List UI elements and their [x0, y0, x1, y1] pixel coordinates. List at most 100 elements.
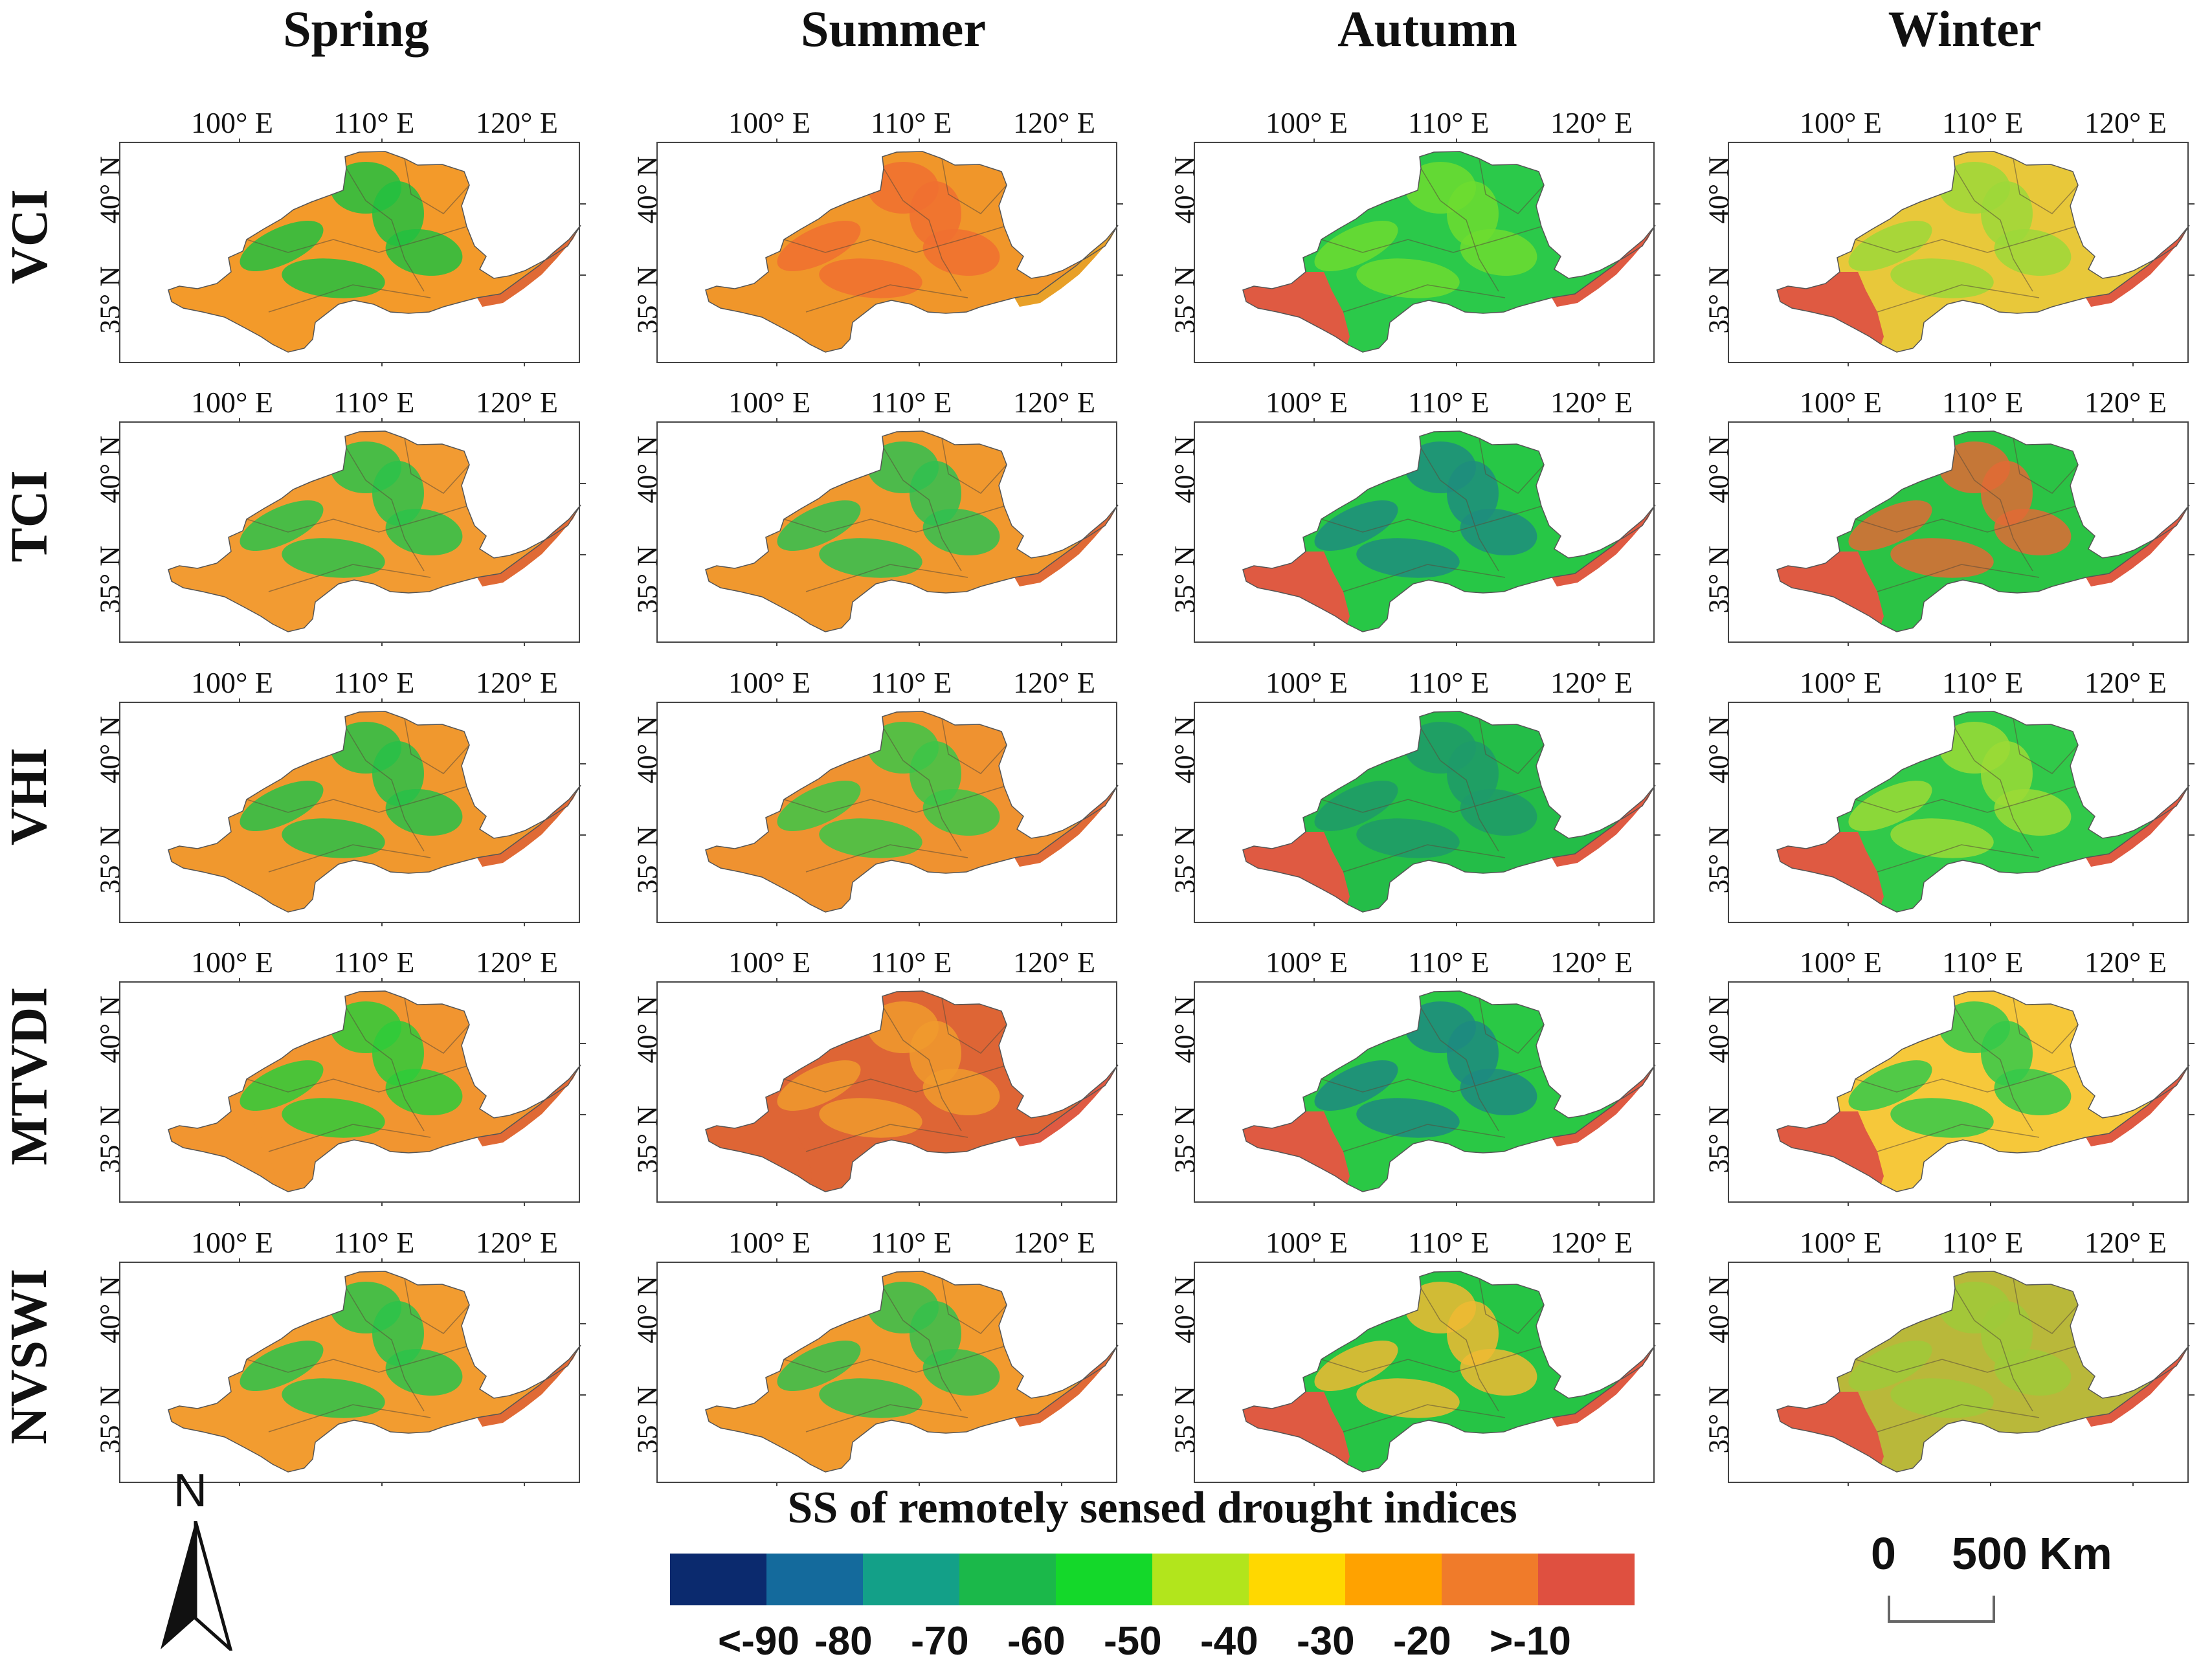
index-patch [282, 1378, 385, 1418]
index-label-vhi: VHI [0, 686, 60, 906]
lon-label: 120° E [1013, 106, 1095, 139]
sub-basin-boundary [941, 158, 1007, 214]
sub-basin-boundary [1877, 564, 2040, 592]
basin-outline [705, 151, 1119, 353]
index-patch [1848, 221, 1932, 271]
index-patch [819, 538, 922, 578]
sub-basin-boundary [246, 1065, 467, 1093]
season-title-autumn: Autumn [1337, 1, 1517, 57]
sub-basin-boundary [883, 1287, 962, 1412]
lon-label: 120° E [1013, 386, 1095, 419]
index-patch [1848, 781, 1932, 831]
basin-outline [168, 990, 581, 1192]
index-patch [819, 258, 922, 298]
lon-label: 110° E [333, 946, 415, 979]
sub-basin-boundary [805, 1124, 968, 1152]
map-panel-vhi-summer: 100° E 110° E 120° E 40° N 35° N [632, 667, 1123, 945]
basin-outline [705, 430, 1119, 632]
index-label-nvswi: NVSWI [0, 1246, 60, 1466]
sub-basin-boundary [346, 1007, 425, 1131]
sub-basin-boundary [2013, 718, 2079, 774]
north-arrow-icon [161, 1521, 233, 1651]
index-patch [910, 1021, 961, 1086]
lon-label: 100° E [728, 106, 810, 139]
basin-shape [1243, 991, 1655, 1192]
sub-basin-boundary [941, 998, 1007, 1054]
index-patch [1447, 181, 1499, 246]
index-patch [282, 258, 385, 298]
lon-label: 120° E [1550, 1226, 1633, 1259]
scale-bar-zero: 0 [1871, 1528, 1896, 1579]
map-frame [656, 698, 1123, 926]
sub-basin-boundary [1343, 1124, 1506, 1152]
basin-outline [1776, 430, 2190, 632]
lon-label: 100° E [1266, 946, 1348, 979]
sub-basin-boundary [246, 506, 467, 533]
map-frame [656, 418, 1123, 646]
sub-basin-boundary [268, 1404, 431, 1432]
map-panel-tci-spring: 100° E 110° E 120° E 40° N 35° N [95, 386, 586, 665]
map-panel-tci-winter: 100° E 110° E 120° E 40° N 35° N [1703, 386, 2195, 665]
sub-basin-boundary [1877, 1404, 2040, 1432]
basin-shape [706, 711, 1118, 912]
index-patch [282, 818, 385, 858]
legend-swatch [1249, 1554, 1345, 1605]
legend-tick-label: -20 [1393, 1619, 1451, 1664]
sub-basin-boundary [404, 718, 470, 774]
lon-label: 110° E [333, 386, 415, 419]
index-patch [910, 461, 961, 526]
lon-label: 120° E [2084, 1226, 2167, 1259]
sub-basin-boundary [783, 786, 1005, 813]
sub-basin-boundary [1479, 438, 1545, 494]
lon-label: 120° E [1550, 386, 1633, 419]
sub-basin-boundary [346, 1287, 425, 1412]
basin-outline [168, 430, 581, 632]
index-patch [1356, 538, 1460, 578]
legend-color-bar [670, 1554, 1635, 1605]
sub-basin-boundary [1877, 1124, 2040, 1152]
map-panel-mtvdi-autumn: 100° E 110° E 120° E 40° N 35° N [1169, 946, 1660, 1225]
source-region [706, 1392, 812, 1464]
sub-basin-boundary [783, 226, 1005, 253]
map-frame [656, 1258, 1123, 1486]
lon-label: 100° E [1800, 946, 1882, 979]
index-patch [1981, 181, 2033, 246]
index-patch [1981, 1021, 2033, 1086]
lon-label: 110° E [1408, 106, 1490, 139]
sub-basin-boundary [1420, 1287, 1499, 1412]
sub-basin-boundary [1343, 1404, 1506, 1432]
lon-label: 100° E [728, 386, 810, 419]
index-label-vci: VCI [0, 126, 60, 346]
index-patch [1356, 1378, 1460, 1418]
lower-reach [1014, 225, 1118, 307]
map-panel-vhi-autumn: 100° E 110° E 120° E 40° N 35° N [1169, 667, 1660, 945]
index-patch [372, 461, 424, 526]
basin-shape [706, 1271, 1118, 1472]
index-patch [1447, 741, 1499, 806]
lon-label: 100° E [1800, 1226, 1882, 1259]
index-patch [777, 781, 861, 831]
lon-label: 110° E [333, 106, 415, 139]
index-patch [910, 741, 961, 806]
lon-label: 100° E [1800, 666, 1882, 699]
map-frame [656, 139, 1123, 366]
sub-basin-boundary [941, 1278, 1007, 1334]
map-panel-vhi-winter: 100° E 110° E 120° E 40° N 35° N [1703, 666, 2195, 945]
sub-basin-boundary [1343, 844, 1506, 873]
legend-swatch [766, 1554, 863, 1605]
index-patch [1314, 1341, 1398, 1391]
sub-basin-boundary [1954, 447, 2033, 572]
map-frame [119, 418, 586, 646]
map-panel-nvswi-winter: 100° E 110° E 120° E 40° N 35° N [1703, 1226, 2195, 1505]
lower-reach [1552, 785, 1655, 867]
index-patch [819, 1098, 922, 1138]
sub-basin-boundary [883, 1007, 962, 1131]
map-panel-vci-winter: 100° E 110° E 120° E 40° N 35° N [1703, 107, 2195, 385]
legend-swatch [670, 1554, 766, 1605]
legend-tick-label: >-10 [1490, 1619, 1571, 1664]
lon-label: 100° E [1266, 106, 1348, 139]
map-frame [1194, 698, 1660, 926]
sub-basin-boundary [805, 564, 968, 592]
lower-reach [1552, 1065, 1655, 1146]
